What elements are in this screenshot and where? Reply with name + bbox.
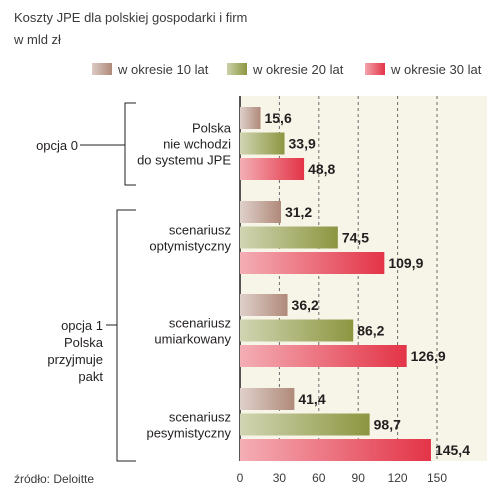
x-tick-label: 0 bbox=[237, 471, 244, 485]
bar-value-label: 15,6 bbox=[264, 110, 291, 126]
x-tick-label: 150 bbox=[427, 471, 447, 485]
bar-value-label: 74,5 bbox=[342, 230, 369, 246]
bar-value-label: 41,4 bbox=[298, 391, 325, 407]
category-label: scenariusz optymistyczny bbox=[149, 223, 231, 254]
legend-label-20: w okresie 20 lat bbox=[253, 62, 344, 77]
bar-30y-cat1 bbox=[240, 252, 385, 274]
bar-20y-cat2 bbox=[240, 319, 354, 342]
group-label-opcja0: opcja 0 bbox=[36, 138, 78, 153]
category-label: Polska nie wchodzi do systemu JPE bbox=[137, 121, 232, 168]
bar-value-label: 126,9 bbox=[411, 348, 446, 364]
bar-10y-cat1 bbox=[240, 201, 281, 223]
category-label: scenariusz pesymistyczny bbox=[146, 410, 231, 441]
x-tick-label: 60 bbox=[312, 471, 326, 485]
bar-value-label: 36,2 bbox=[292, 297, 319, 313]
bar-20y-cat0 bbox=[240, 132, 285, 155]
bar-10y-cat2 bbox=[240, 294, 288, 316]
legend-swatch-10 bbox=[92, 63, 112, 75]
bar-30y-cat3 bbox=[240, 439, 431, 461]
bar-20y-cat1 bbox=[240, 226, 338, 249]
legend-swatch-30 bbox=[365, 63, 385, 75]
bar-value-label: 145,4 bbox=[435, 442, 470, 458]
bar-value-label: 86,2 bbox=[357, 323, 384, 339]
bar-value-label: 98,7 bbox=[374, 417, 401, 433]
bar-value-label: 48,8 bbox=[308, 161, 335, 177]
category-label: scenariusz umiarkowany bbox=[154, 316, 231, 347]
group-label-opcja1: opcja 1 Polska przyjmuje pakt bbox=[47, 318, 103, 384]
bar-value-label: 33,9 bbox=[289, 136, 316, 152]
chart-subtitle: w mld zł bbox=[14, 32, 61, 47]
bar-10y-cat0 bbox=[240, 107, 261, 129]
x-tick-label: 120 bbox=[388, 471, 408, 485]
legend-label-10: w okresie 10 lat bbox=[118, 62, 209, 77]
x-tick-label: 30 bbox=[273, 471, 287, 485]
bar-10y-cat3 bbox=[240, 388, 295, 410]
group-bracket-opcja0 bbox=[124, 102, 136, 186]
group-bracket-opcja1 bbox=[116, 209, 136, 462]
chart-title: Koszty JPE dla polskiej gospodarki i fir… bbox=[14, 10, 248, 25]
bar-30y-cat2 bbox=[240, 345, 407, 367]
source-note: źródło: Deloitte bbox=[14, 472, 95, 486]
x-tick-label: 90 bbox=[352, 471, 366, 485]
bar-30y-cat0 bbox=[240, 158, 305, 180]
legend-label-30: w okresie 30 lat bbox=[391, 62, 482, 77]
bar-value-label: 109,9 bbox=[388, 255, 423, 271]
bar-20y-cat3 bbox=[240, 413, 370, 436]
legend-swatch-20 bbox=[227, 63, 247, 75]
bar-value-label: 31,2 bbox=[285, 204, 312, 220]
